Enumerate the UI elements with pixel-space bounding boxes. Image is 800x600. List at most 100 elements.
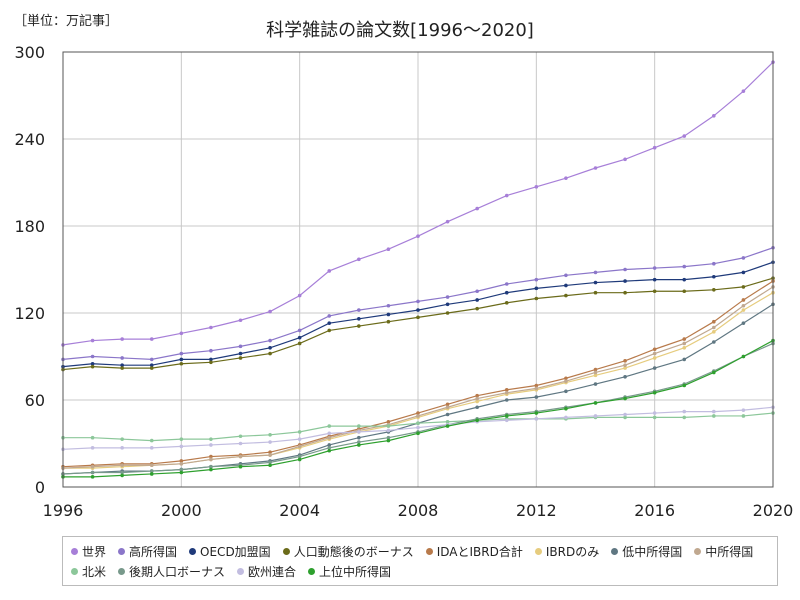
data-point	[445, 412, 450, 417]
data-point	[357, 324, 361, 328]
data-point	[327, 448, 332, 453]
data-point	[504, 414, 509, 418]
series-10	[61, 405, 775, 452]
data-point	[741, 89, 746, 93]
data-point	[564, 176, 568, 180]
x-tick-label: 2020	[753, 501, 794, 520]
data-point	[623, 375, 627, 379]
x-tick-label: 2004	[279, 501, 320, 520]
data-point	[564, 389, 568, 394]
data-point	[386, 247, 391, 251]
unit-label: ［単位：万記事］	[14, 14, 119, 29]
data-point	[327, 446, 332, 450]
data-point	[386, 428, 391, 433]
data-point	[149, 438, 154, 443]
data-point	[741, 298, 746, 302]
data-point	[712, 261, 716, 266]
data-point	[238, 434, 243, 439]
data-point	[297, 457, 302, 462]
data-point	[593, 382, 598, 386]
legend-marker	[534, 547, 542, 555]
data-point	[416, 414, 420, 418]
data-point	[416, 411, 420, 415]
data-point	[593, 280, 598, 285]
data-point	[504, 390, 509, 395]
legend-marker	[611, 547, 619, 555]
data-point	[209, 357, 213, 362]
legend-item: 高所得国	[118, 541, 177, 561]
data-point	[445, 219, 450, 224]
data-point	[534, 386, 539, 391]
series-3	[61, 276, 775, 372]
data-point	[179, 351, 184, 356]
data-point	[416, 431, 420, 436]
axes: 0 60 120 180 240 300 1996 2000 2004 2008 2012 2016 2…	[14, 43, 793, 520]
data-point	[357, 440, 361, 444]
y-tick-label: 240	[14, 130, 45, 149]
data-point	[445, 311, 450, 315]
data-point	[416, 315, 420, 320]
data-point	[120, 463, 124, 468]
data-point	[357, 317, 361, 321]
data-point	[564, 406, 568, 411]
data-point	[564, 273, 568, 278]
data-point	[297, 293, 302, 298]
data-point	[652, 277, 657, 282]
data-point	[416, 299, 420, 304]
data-point	[149, 337, 154, 341]
data-point	[475, 298, 479, 302]
data-point	[209, 360, 213, 365]
legend-item: 欧州連合	[237, 561, 296, 581]
data-point	[741, 285, 746, 289]
data-point	[712, 330, 716, 334]
data-point	[712, 274, 716, 279]
data-point	[741, 414, 746, 418]
legend-marker	[118, 567, 126, 575]
data-point	[416, 421, 420, 426]
legend-marker	[308, 567, 316, 575]
data-point	[357, 430, 361, 434]
x-tick-label: 2000	[161, 501, 202, 520]
legend-marker	[282, 547, 290, 555]
data-point	[564, 379, 568, 383]
data-point	[712, 409, 716, 414]
data-point	[120, 363, 124, 368]
data-point	[564, 293, 568, 298]
data-point	[682, 383, 687, 388]
data-point	[564, 283, 568, 288]
legend-marker	[425, 547, 433, 555]
data-point	[268, 338, 272, 343]
data-point	[297, 454, 302, 459]
data-point	[593, 166, 598, 170]
data-point	[327, 328, 332, 333]
data-point	[179, 444, 184, 449]
data-point	[357, 435, 361, 440]
data-point	[179, 462, 184, 466]
data-point	[475, 405, 479, 410]
data-point	[475, 289, 479, 294]
data-point	[90, 354, 95, 359]
data-point	[268, 351, 272, 356]
legend-label: 上位中所得国	[319, 564, 392, 579]
data-point	[593, 290, 598, 295]
legend-marker	[237, 567, 245, 575]
data-point	[712, 114, 716, 118]
data-point	[238, 356, 243, 360]
data-point	[386, 312, 391, 317]
data-point	[504, 282, 509, 286]
data-point	[682, 346, 687, 350]
data-point	[357, 257, 361, 262]
legend-marker	[694, 547, 702, 555]
data-point	[179, 331, 184, 336]
data-point	[268, 440, 272, 444]
data-point	[564, 415, 568, 420]
legend-label: 世界	[82, 544, 107, 559]
data-point	[386, 438, 391, 443]
data-point	[652, 145, 657, 150]
data-point	[475, 418, 479, 423]
x-tick-label: 1996	[43, 501, 84, 520]
series-11	[61, 338, 775, 479]
legend-item: OECD加盟国	[189, 541, 271, 561]
data-point	[209, 454, 213, 459]
data-point	[179, 361, 184, 366]
